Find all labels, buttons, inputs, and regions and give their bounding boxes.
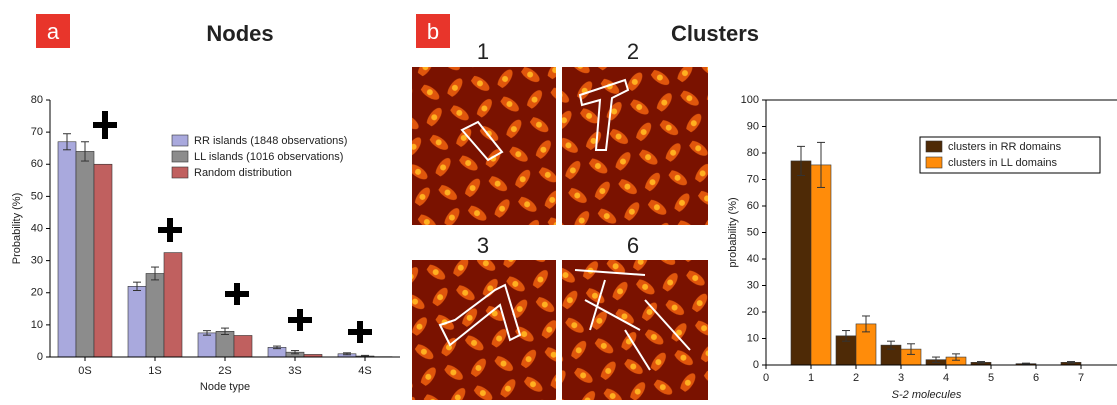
image-label: 2 [627, 39, 639, 64]
bar [791, 161, 811, 365]
y-tick-label: 60 [31, 158, 43, 170]
x-tick-label: 1 [808, 372, 814, 384]
y-tick-label: 50 [31, 190, 43, 202]
legend-label: Random distribution [194, 167, 292, 179]
x-tick-label: 6 [1033, 372, 1039, 384]
bar [216, 331, 234, 357]
legend-swatch [172, 167, 188, 178]
y-tick-label: 30 [31, 255, 43, 267]
x-tick-label: 4 [943, 372, 949, 384]
x-tick-label: 4S [358, 365, 371, 377]
x-axis-label: S-2 molecules [892, 389, 962, 400]
image-label: 1 [477, 39, 489, 64]
legend-swatch [172, 151, 188, 162]
x-tick-label: 2S [218, 365, 231, 377]
x-tick-label: 1S [148, 365, 161, 377]
y-axis-label: probability (%) [727, 197, 739, 267]
y-tick-label: 70 [31, 126, 43, 138]
y-tick-label: 30 [747, 279, 759, 291]
panel-letter: a [47, 19, 60, 44]
figure: 1 2 3 6 aNodes010203040506070800S1S2S3S4… [0, 0, 1117, 400]
y-tick-label: 70 [747, 173, 759, 185]
chart-title: Nodes [206, 21, 273, 46]
x-tick-label: 0S [78, 365, 91, 377]
stm-image [562, 260, 708, 400]
bar [164, 253, 182, 357]
stm-image [562, 67, 708, 225]
y-tick-label: 10 [31, 319, 43, 331]
bar [76, 151, 94, 357]
bar [234, 335, 252, 357]
stm-images [412, 67, 708, 400]
y-tick-label: 40 [747, 253, 759, 265]
bar [198, 333, 216, 357]
bar [94, 164, 112, 357]
image-label: 3 [477, 233, 489, 258]
y-tick-label: 80 [31, 94, 43, 106]
y-tick-label: 90 [747, 120, 759, 132]
bar [58, 142, 76, 357]
legend-label: RR islands (1848 observations) [194, 135, 347, 147]
x-tick-label: 0 [763, 372, 769, 384]
x-tick-label: 5 [988, 372, 994, 384]
y-axis-label: Probability (%) [11, 193, 23, 265]
y-tick-label: 0 [37, 351, 43, 363]
x-tick-label: 2 [853, 372, 859, 384]
bar [811, 165, 831, 365]
y-tick-label: 20 [747, 306, 759, 318]
y-tick-label: 10 [747, 332, 759, 344]
stm-image [412, 67, 556, 225]
legend-label: LL islands (1016 observations) [194, 151, 343, 163]
legend-label: clusters in LL domains [948, 157, 1058, 169]
bar [128, 286, 146, 357]
y-tick-label: 40 [31, 222, 43, 234]
legend-label: clusters in RR domains [948, 141, 1062, 153]
x-tick-label: 3 [898, 372, 904, 384]
x-tick-label: 3S [288, 365, 301, 377]
bar [146, 273, 164, 357]
y-tick-label: 50 [747, 226, 759, 238]
x-tick-label: 7 [1078, 372, 1084, 384]
y-tick-label: 0 [753, 359, 759, 371]
legend-swatch [172, 135, 188, 146]
image-label: 6 [627, 233, 639, 258]
legend-swatch [926, 141, 942, 152]
stm-image [412, 260, 556, 400]
x-axis-label: Node type [200, 381, 250, 393]
y-tick-label: 80 [747, 147, 759, 159]
chart-title: Clusters [671, 21, 759, 46]
panel-letter: b [427, 19, 439, 44]
legend-swatch [926, 157, 942, 168]
y-tick-label: 60 [747, 200, 759, 212]
y-tick-label: 100 [741, 94, 759, 106]
y-tick-label: 20 [31, 287, 43, 299]
